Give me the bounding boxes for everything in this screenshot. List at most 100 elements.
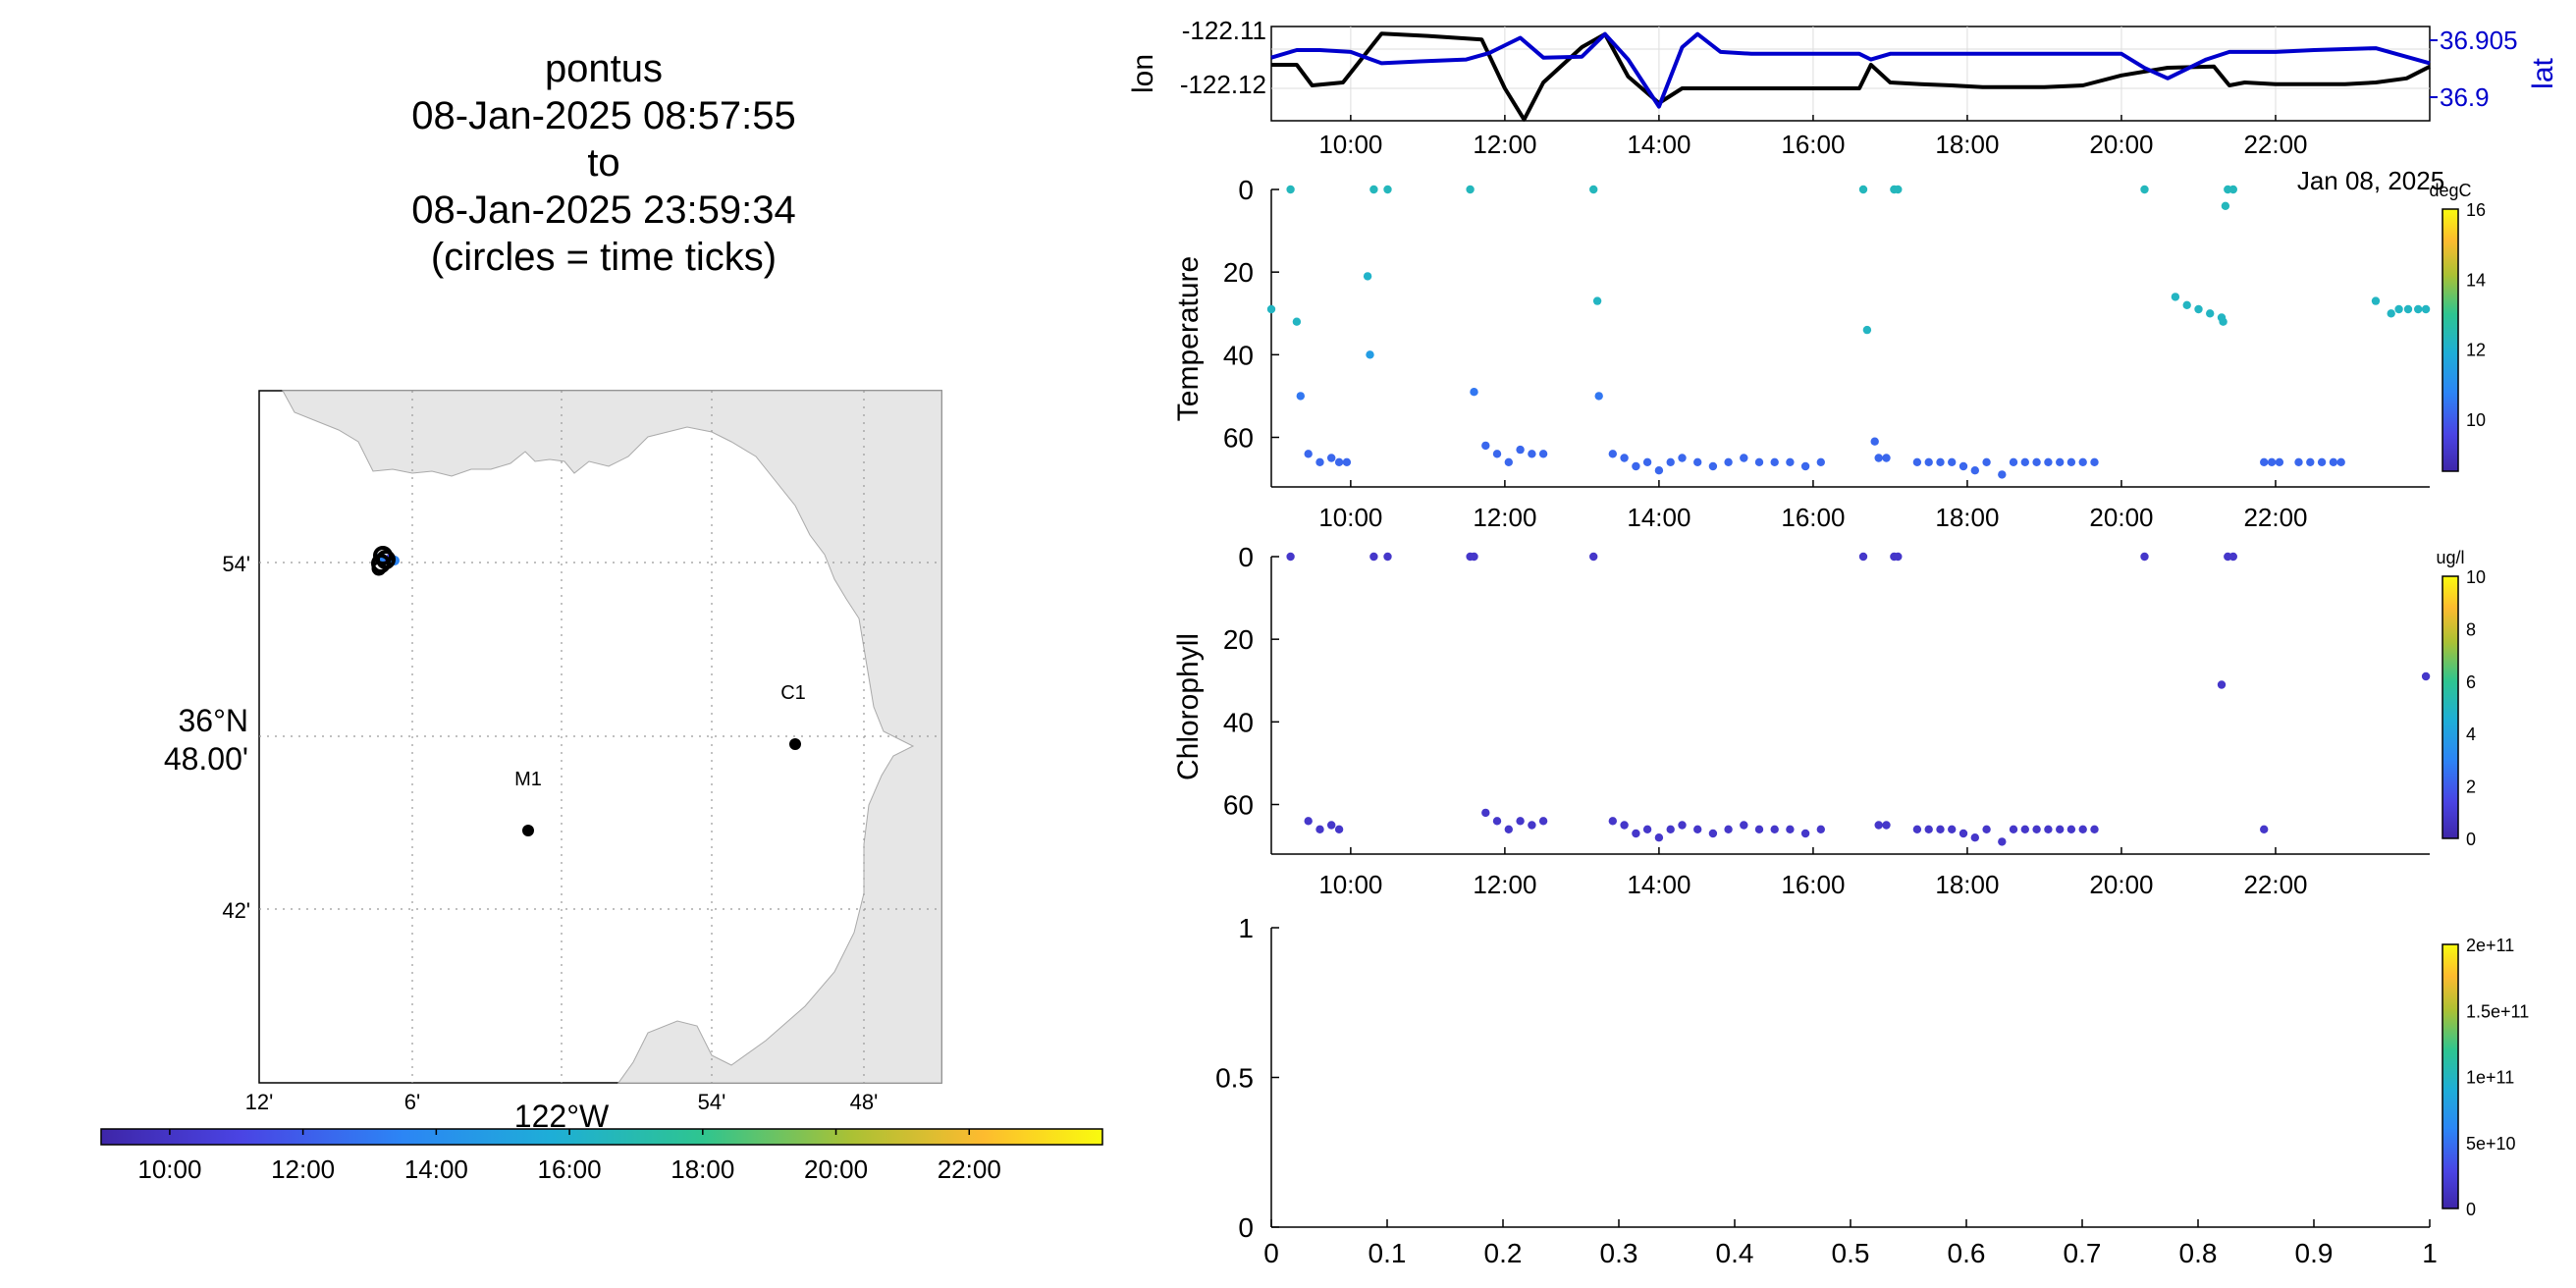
temp-data-point [1693, 457, 1702, 466]
time-colorbar-tick-label: 12:00 [271, 1154, 335, 1184]
temp-data-point [1740, 454, 1748, 462]
station-c1-marker [789, 738, 801, 750]
chl-xtick-label: 10:00 [1318, 870, 1382, 899]
chl-colorbar-tick-label: 0 [2466, 830, 2476, 849]
temp-data-point [1592, 296, 1602, 305]
chl-xtick-label: 22:00 [2243, 870, 2307, 899]
chl-data-point [1383, 552, 1392, 562]
lon-tick-12: 12' [245, 1090, 274, 1114]
chl-data-point [1882, 821, 1891, 830]
chl-colorbar-tick-label: 8 [2466, 619, 2476, 639]
chl-data-point [1632, 829, 1640, 838]
temp-data-point [1912, 457, 1922, 466]
empty-colorbar-tick-label: 5e+10 [2466, 1134, 2516, 1154]
time-tick-circle [371, 561, 387, 576]
temp-data-point [1538, 450, 1548, 458]
temp-data-point [2044, 457, 2053, 466]
temp-data-point [2206, 309, 2215, 318]
chl-data-point [2066, 825, 2076, 833]
chl-data-point [1693, 825, 1702, 833]
temp-data-point [2394, 304, 2403, 314]
temp-data-point [2421, 304, 2431, 314]
chl-data-point [2078, 825, 2087, 833]
chl-data-point [1589, 552, 1598, 562]
temp-xtick-label: 10:00 [1318, 503, 1382, 532]
temp-data-point [2066, 457, 2076, 466]
empty-xtick-label: 1 [2422, 1238, 2438, 1268]
temp-data-point [1816, 457, 1825, 466]
temp-ytick-label: 0 [1238, 175, 1254, 205]
temp-data-point [1858, 185, 1868, 194]
temp-data-point [2414, 304, 2423, 314]
empty-xtick-label: 0.2 [1484, 1238, 1523, 1268]
empty-xtick-label: 0.4 [1716, 1238, 1754, 1268]
temp-data-point [1724, 457, 1733, 466]
empty-xtick-label: 0.7 [2064, 1238, 2102, 1268]
time-colorbar-tick-label: 10:00 [137, 1154, 201, 1184]
temp-colorbar-tick-label: 12 [2466, 341, 2486, 360]
temp-data-point [1982, 457, 1991, 466]
chl-colorbar-tick-label: 6 [2466, 672, 2476, 692]
chl-ylabel: Chlorophyll [1172, 633, 1205, 780]
temp-xtick-label: 16:00 [1781, 503, 1845, 532]
temp-data-point [1589, 185, 1598, 194]
chl-data-point [1481, 808, 1490, 818]
temp-data-point [2275, 457, 2284, 466]
empty-xtick-label: 0.5 [1832, 1238, 1870, 1268]
chl-data-point [1858, 552, 1868, 562]
temp-ylabel: Temperature [1172, 256, 1205, 421]
nav-panel: -122.11 -122.12 36.905 36.9 lon lat 10:0… [1127, 16, 2559, 195]
chl-data-point [1816, 825, 1825, 833]
chl-data-point [1528, 821, 1536, 830]
chl-data-point [1924, 825, 1933, 833]
temp-data-point [2009, 457, 2018, 466]
empty-colorbar-tick-label: 0 [2466, 1200, 2476, 1219]
temp-data-point [1286, 185, 1295, 194]
chl-data-point [2020, 825, 2029, 833]
empty-ytick-label: 0.5 [1215, 1063, 1254, 1094]
station-c1-label: C1 [780, 682, 806, 704]
chl-data-point [1369, 552, 1378, 562]
time-colorbar-ticks: 10:00 12:00 14:00 16:00 18:00 20:00 22:00 [137, 1129, 1001, 1184]
temp-data-point [1678, 454, 1687, 462]
lon-tick-6: 6' [404, 1090, 420, 1114]
chl-data-point [1959, 829, 1968, 838]
temp-data-point [1594, 392, 1603, 401]
chl-xtick-label: 12:00 [1473, 870, 1536, 899]
temp-data-point [1327, 454, 1336, 462]
nav-xtick-label: 20:00 [2089, 130, 2153, 159]
empty-colorbar-tick-label: 1.5e+11 [2466, 1001, 2529, 1021]
time-colorbar-tick-label: 14:00 [404, 1154, 468, 1184]
nav-lat-line [1270, 31, 2431, 109]
profile-panels: -122.11 -122.12 36.905 36.9 lon lat 10:0… [1127, 16, 2559, 1268]
lat-center-minutes: 48.00' [164, 741, 248, 777]
empty-xtick-label: 0.9 [2295, 1238, 2334, 1268]
track-map: 54' 42' 36°N 48.00' 12' 6' 54' 48' 122°W… [100, 390, 1103, 1184]
chl-data-point [1642, 825, 1652, 833]
nav-xtick-label: 14:00 [1627, 130, 1690, 159]
temp-data-point [1366, 350, 1374, 359]
temp-data-point [1800, 461, 1810, 471]
nav-lon-line [1271, 31, 2431, 122]
nav-lon-tick-2: -122.12 [1180, 70, 1266, 99]
nav-lat-tick-1: 36.905 [2440, 26, 2518, 55]
temp-colorbar-tick-label: 16 [2466, 200, 2486, 220]
chl-colorbar-tick-label: 10 [2466, 567, 2486, 587]
temp-data-point [2032, 457, 2041, 466]
chl-data-point [1724, 825, 1733, 833]
empty-ytick-label: 1 [1238, 913, 1254, 943]
chl-data-point [2044, 825, 2053, 833]
nav-xtick-label: 18:00 [1935, 130, 1999, 159]
chl-data-point [1334, 825, 1344, 833]
map-grid [259, 391, 941, 1083]
empty-xtick-label: 0.6 [1948, 1238, 1986, 1268]
temp-data-point [1481, 441, 1490, 451]
lon-tick-48: 48' [850, 1090, 879, 1114]
temp-data-point [1870, 437, 1879, 446]
chl-colorbar [2442, 575, 2459, 839]
temp-ytick-label: 60 [1223, 423, 1254, 454]
time-colorbar [100, 1128, 1103, 1146]
chl-data-point [1874, 821, 1883, 830]
chl-data-point [1800, 829, 1810, 838]
temp-data-point [1516, 445, 1525, 455]
